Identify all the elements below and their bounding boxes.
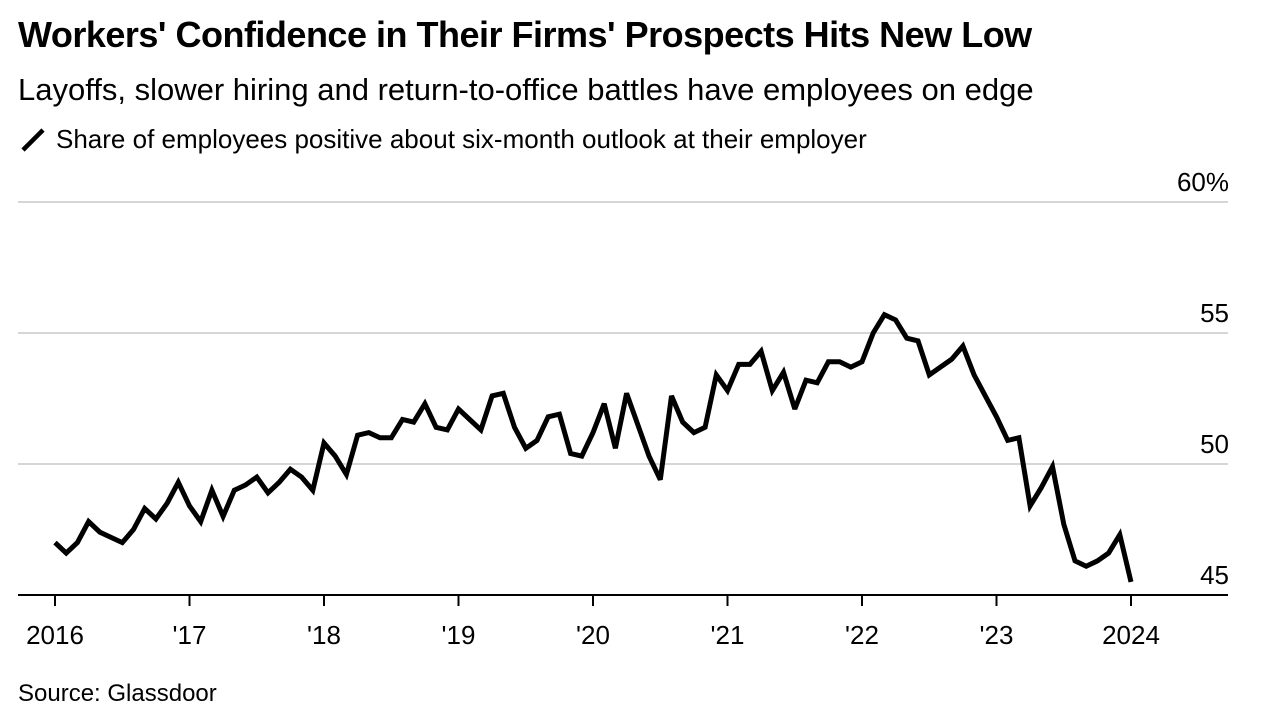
legend-label: Share of employees positive about six-mo… — [56, 124, 867, 154]
x-tick-label-1: '17 — [173, 620, 207, 650]
x-tick-label-8: 2024 — [1102, 620, 1160, 650]
source-note: Source: Glassdoor — [18, 680, 217, 707]
y-tick-label-45: 45 — [1200, 560, 1229, 590]
legend: Share of employees positive about six-mo… — [20, 124, 867, 155]
x-tick-label-3: '19 — [442, 620, 476, 650]
y-axis-ticks: 45 50 55 60% — [1177, 167, 1229, 590]
series-layer — [53, 311, 1134, 583]
x-tick-label-2: '18 — [307, 620, 341, 650]
x-tick-label-5: '21 — [711, 620, 745, 650]
x-tick-label-6: '22 — [845, 620, 879, 650]
series-line-employee-outlook — [53, 311, 1134, 583]
gridlines — [18, 201, 1228, 465]
y-tick-label-55: 55 — [1200, 298, 1229, 328]
y-tick-label-50: 50 — [1200, 429, 1229, 459]
y-tick-label-60: 60% — [1177, 167, 1229, 197]
x-tick-label-4: '20 — [576, 620, 610, 650]
x-tick-label-0: 2016 — [26, 620, 84, 650]
legend-line-swatch-icon — [21, 127, 45, 152]
chart-title: Workers' Confidence in Their Firms' Pros… — [18, 14, 1032, 55]
x-axis: 2016 '17 '18 '19 '20 '21 '22 '23 2024 — [18, 594, 1228, 650]
x-tick-label-7: '23 — [980, 620, 1014, 650]
chart-subtitle: Layoffs, slower hiring and return-to-off… — [18, 72, 1034, 107]
